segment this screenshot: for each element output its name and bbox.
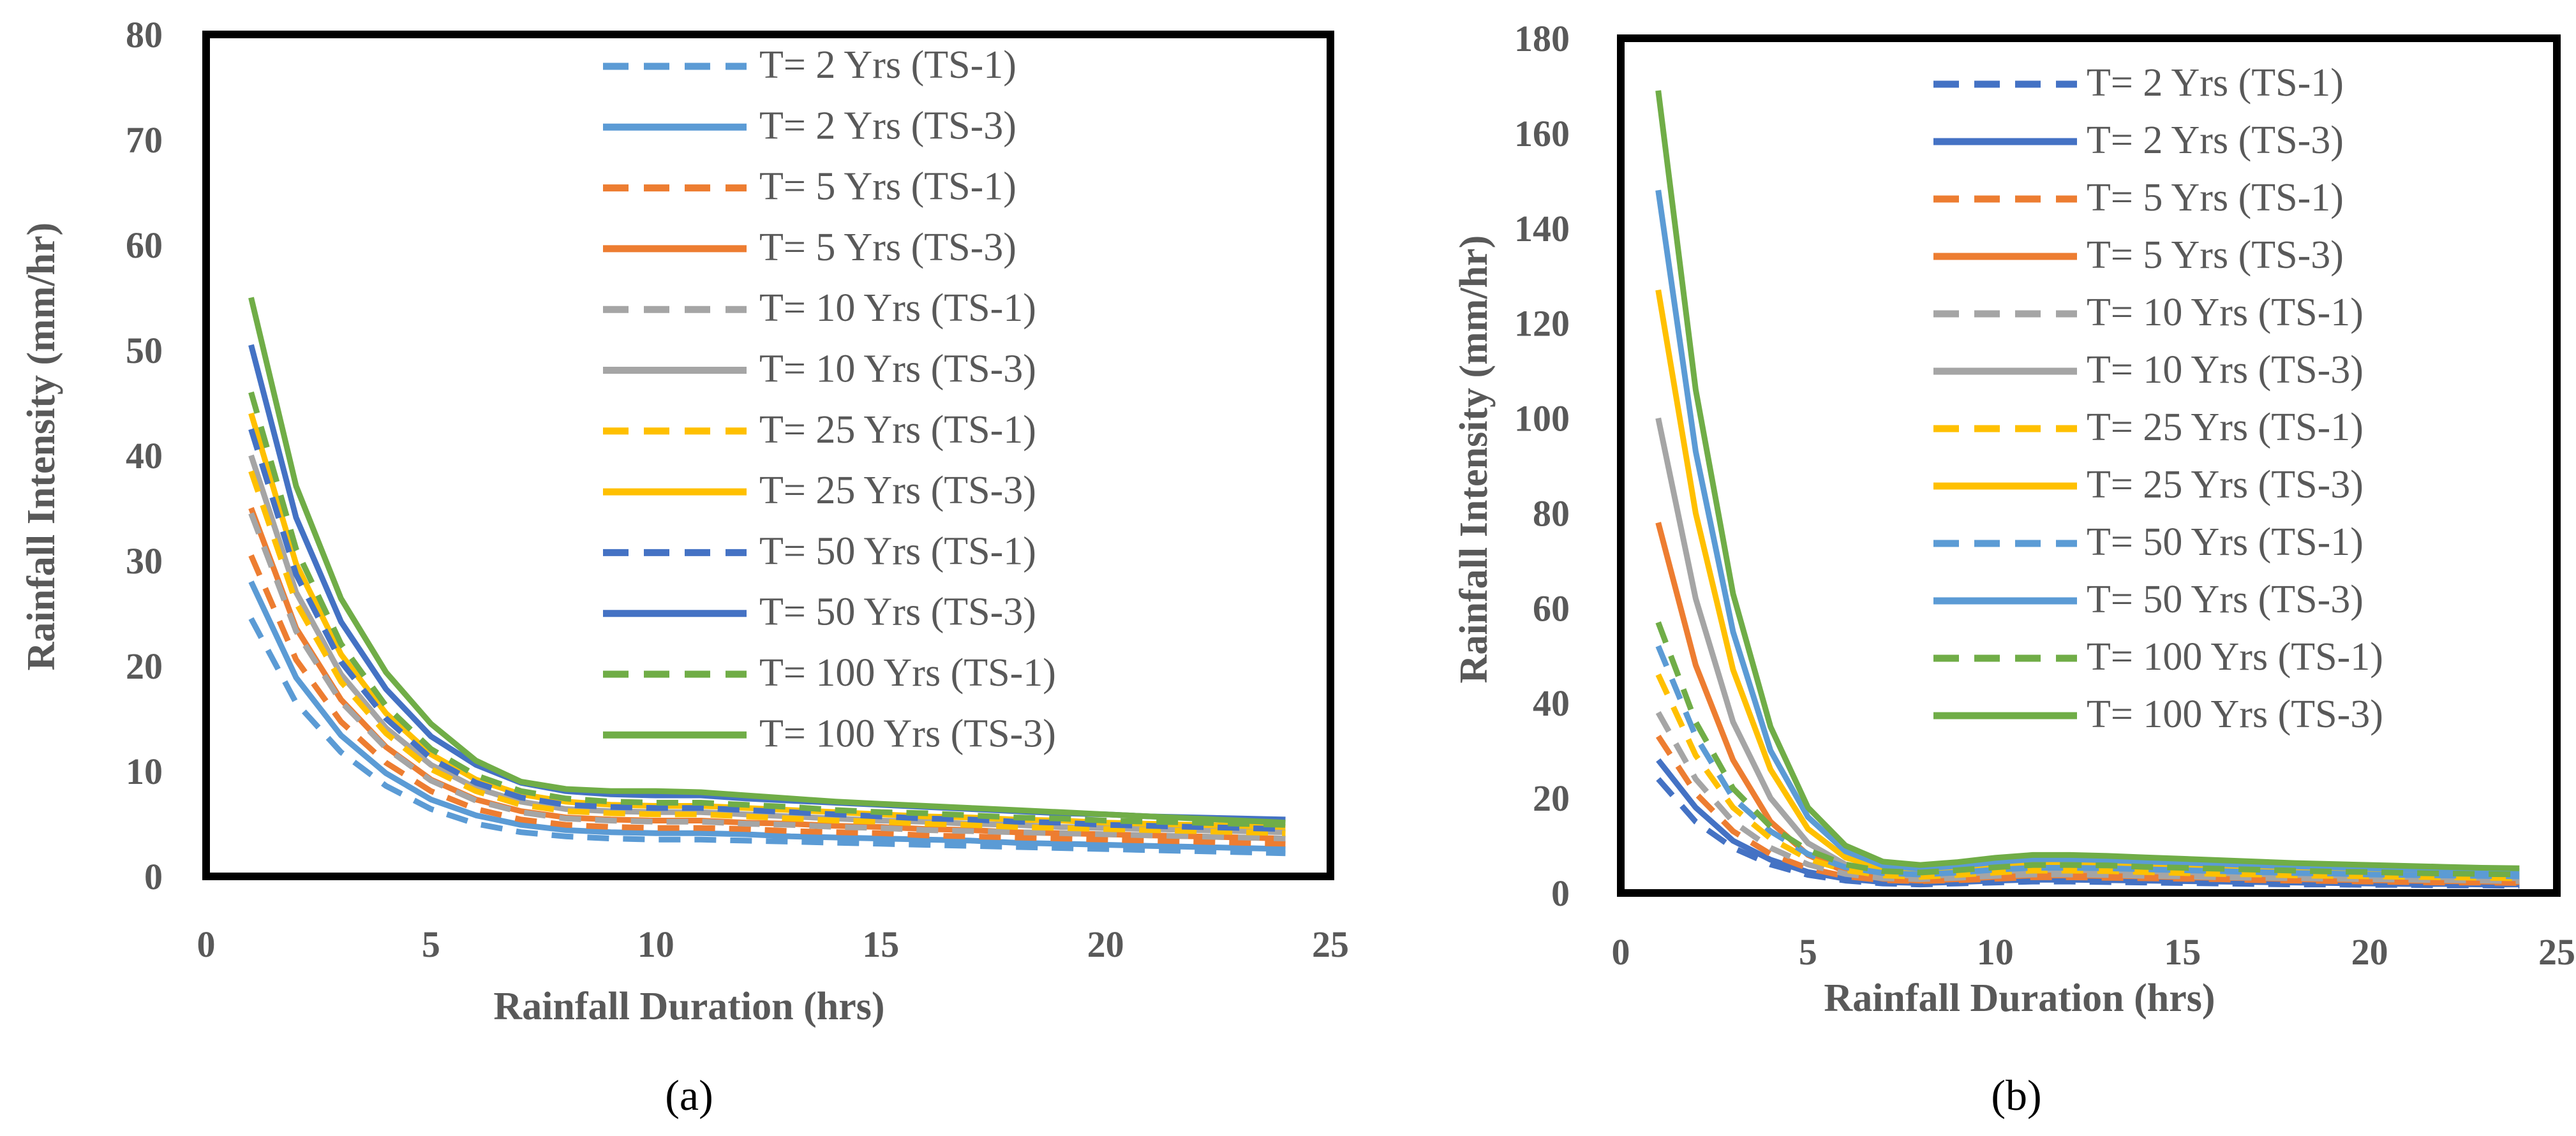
series-line (248, 470, 1286, 836)
legend-entry: T= 50 Yrs (TS-3) (759, 591, 1036, 634)
x-tick-label: 25 (1312, 924, 1349, 965)
series-line (248, 297, 1286, 826)
x-tick-label: 10 (1977, 931, 2014, 973)
series-line (248, 580, 1286, 852)
legend-entry: T= 50 Yrs (TS-1) (759, 529, 1036, 573)
y-tick-label: 0 (1551, 873, 1570, 914)
series-line (248, 512, 1286, 842)
y-tick-label: 60 (1533, 587, 1570, 629)
y-tick-label: 120 (1514, 303, 1570, 344)
y-tick-label: 20 (1533, 778, 1570, 819)
legend-entry: T= 10 Yrs (TS-3) (2087, 348, 2364, 392)
legend-entry: T= 5 Yrs (TS-1) (2087, 176, 2344, 219)
series-line (1655, 645, 2520, 880)
y-tick-label: 50 (126, 330, 163, 371)
legend-entry: T= 25 Yrs (TS-1) (759, 408, 1036, 452)
series-line (248, 391, 1286, 828)
series-line (248, 428, 1286, 832)
y-tick-label: 80 (1533, 492, 1570, 534)
x-axis-title: Rainfall Duration (hrs) (493, 985, 884, 1028)
y-tick-label: 60 (126, 225, 163, 266)
legend-entry: T= 25 Yrs (TS-1) (2087, 406, 2364, 449)
y-tick-labels: 0 10 20 30 40 50 60 70 80 (126, 14, 163, 897)
legend-entry: T= 100 Yrs (TS-1) (2087, 635, 2383, 679)
x-tick-labels: 0 5 10 15 20 25 (197, 924, 1350, 965)
y-tick-label: 40 (1533, 682, 1570, 724)
legend-entry: T= 2 Yrs (TS-1) (2087, 61, 2344, 105)
y-axis-title: Rainfall Intensity (mm/hr) (20, 223, 63, 671)
y-tick-label: 160 (1514, 113, 1570, 154)
legend: T= 2 Yrs (TS-1) T= 2 Yrs (TS-3) T= 5 Yrs (… (603, 43, 1056, 755)
y-axis-title: Rainfall Intensity (mm/hr) (1452, 235, 1496, 684)
y-tick-label: 180 (1514, 18, 1570, 59)
legend: T= 2 Yrs (TS-1) T= 2 Yrs (TS-3) T= 5 Yrs (… (1933, 61, 2383, 736)
series-line (248, 617, 1286, 857)
legend-entry: T= 50 Yrs (TS-3) (2087, 578, 2364, 621)
y-tick-label: 80 (126, 14, 163, 55)
series-lines (248, 297, 1286, 857)
x-tick-label: 15 (2164, 931, 2201, 973)
y-tick-label: 0 (144, 856, 163, 897)
x-tick-label: 25 (2538, 931, 2575, 973)
series-line (248, 554, 1286, 847)
x-tick-label: 5 (1799, 931, 1817, 973)
legend-entry: T= 25 Yrs (TS-3) (759, 469, 1036, 512)
y-tick-label: 30 (126, 540, 163, 582)
legend-entry: T= 2 Yrs (TS-1) (759, 43, 1016, 87)
y-tick-label: 20 (126, 645, 163, 687)
x-tick-label: 20 (1087, 924, 1124, 965)
chart-panel-b: Rainfall Intensity (mm/hr) 0204060801001… (1452, 18, 2575, 1119)
y-tick-label: 100 (1514, 398, 1570, 439)
y-tick-label: 70 (126, 119, 163, 161)
legend-entry: T= 10 Yrs (TS-1) (2087, 291, 2364, 334)
series-line (1655, 90, 2520, 871)
legend-entry: T= 25 Yrs (TS-3) (2087, 463, 2364, 506)
series-line (1655, 189, 2520, 874)
x-tick-label: 0 (1612, 931, 1630, 973)
legend-entry: T= 100 Yrs (TS-3) (2087, 693, 2383, 736)
y-tick-label: 140 (1514, 208, 1570, 249)
legend-entry: T= 5 Yrs (TS-1) (759, 165, 1016, 209)
legend-entry: T= 2 Yrs (TS-3) (759, 104, 1016, 147)
x-tick-labels: 0 5 10 15 20 25 (1612, 931, 2576, 973)
x-tick-label: 0 (197, 924, 216, 965)
legend-entry: T= 10 Yrs (TS-3) (759, 348, 1036, 391)
y-tick-label: 40 (126, 435, 163, 476)
plot-frame (202, 31, 1334, 880)
legend-entry: T= 50 Yrs (TS-1) (2087, 520, 2364, 564)
legend-entry: T= 5 Yrs (TS-3) (759, 226, 1016, 269)
panel-label: (a) (665, 1071, 713, 1119)
legend-entry: T= 100 Yrs (TS-3) (759, 712, 1056, 755)
series-line (1655, 734, 2520, 886)
legend-entry: T= 2 Yrs (TS-3) (2087, 119, 2344, 162)
y-tick-labels: 0 20 40 60 80 100 120 140 160 180 (1514, 18, 1570, 914)
legend-entry: T= 5 Yrs (TS-3) (2087, 233, 2344, 277)
plot-frame (1617, 34, 2561, 897)
legend-entry: T= 10 Yrs (TS-1) (759, 286, 1036, 330)
legend-entry: T= 100 Yrs (TS-1) (759, 651, 1056, 695)
x-tick-label: 5 (422, 924, 440, 965)
series-line (1656, 758, 2520, 888)
series-lines (1655, 90, 2520, 889)
x-tick-label: 15 (862, 924, 899, 965)
x-axis-title: Rainfall Duration (hrs) (1824, 977, 2215, 1020)
x-tick-label: 10 (637, 924, 674, 965)
panel-label: (b) (1991, 1071, 2041, 1119)
y-tick-label: 10 (126, 751, 163, 792)
x-tick-label: 20 (2351, 931, 2388, 973)
chart-panel-a: Rainfall Intensity (mm/hr) 0102030405060… (20, 14, 1349, 1119)
